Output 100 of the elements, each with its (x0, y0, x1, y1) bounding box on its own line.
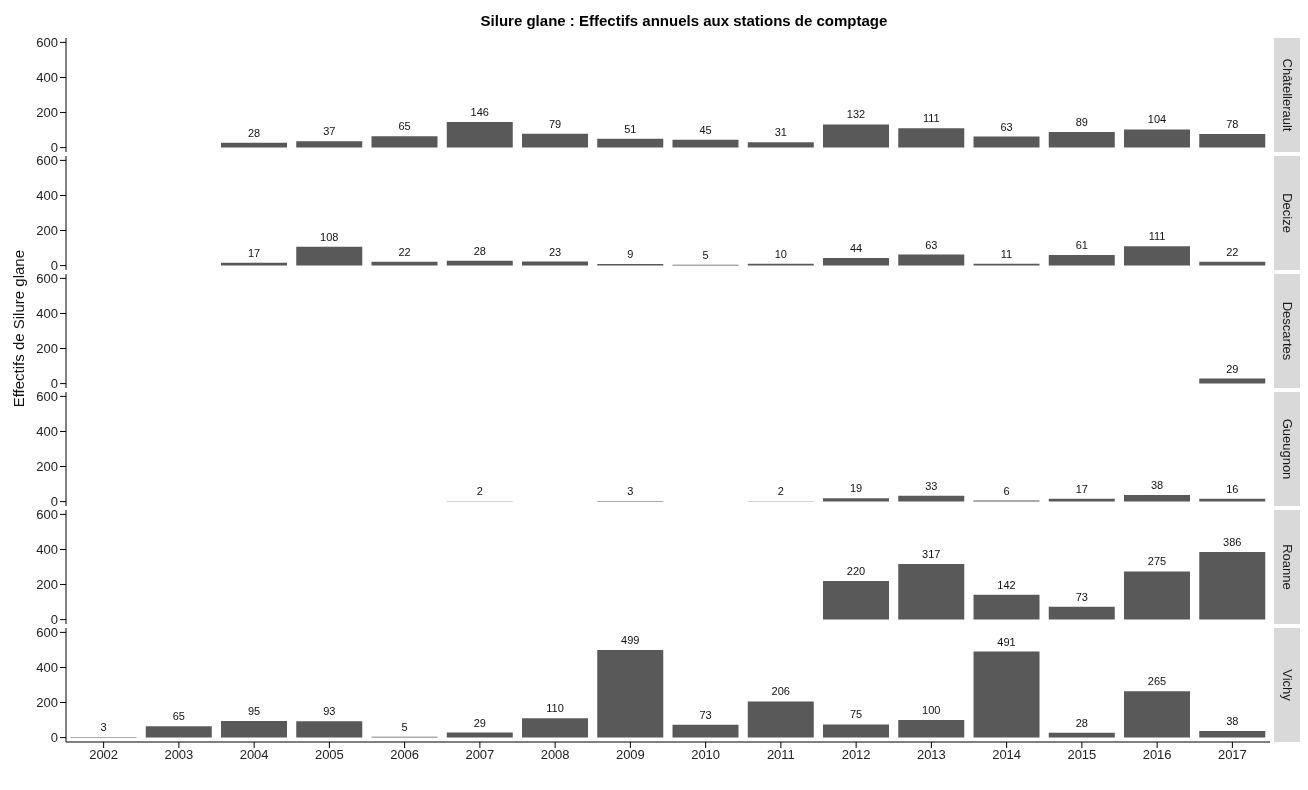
data-label: 2 (476, 485, 483, 498)
data-label: 19 (849, 482, 863, 495)
data-label: 22 (1226, 245, 1239, 258)
x-tick-label: 2016 (1142, 747, 1172, 763)
data-label: 206 (771, 685, 790, 698)
bar (747, 142, 814, 148)
data-label: 28 (473, 244, 486, 257)
bar (296, 141, 363, 148)
y-tick-label: 0 (50, 494, 58, 510)
data-label: 11 (1000, 247, 1013, 260)
data-label: 111 (922, 112, 940, 125)
y-tick-label: 0 (50, 730, 58, 746)
data-label: 265 (1147, 675, 1167, 688)
bar (597, 650, 664, 738)
data-label: 220 (846, 565, 866, 578)
y-tick-label: 200 (36, 341, 58, 357)
text: Roanne (1279, 544, 1295, 590)
data-label: 75 (849, 708, 863, 721)
y-tick-label: 200 (36, 223, 58, 239)
bar (1199, 730, 1266, 738)
data-label: 110 (546, 702, 564, 715)
data-label: 3 (100, 721, 107, 734)
bar (672, 139, 739, 148)
bar (145, 726, 212, 738)
bar (1124, 246, 1191, 266)
text: Châtellerault (1279, 58, 1295, 132)
y-tick-label: 400 (36, 424, 58, 440)
bar (597, 138, 664, 148)
data-label: 38 (1150, 478, 1164, 491)
data-label: 28 (1075, 716, 1088, 729)
x-tick-label: 2006 (390, 747, 420, 763)
bar (823, 257, 890, 266)
data-label: 29 (473, 716, 486, 729)
bar (1048, 732, 1115, 738)
bar (1124, 129, 1191, 148)
data-label: 33 (925, 479, 938, 492)
y-tick-label: 400 (36, 70, 58, 86)
x-tick-label: 2012 (841, 747, 871, 763)
data-label: 6 (1003, 484, 1010, 497)
x-tick-label: 2013 (916, 747, 946, 763)
data-label: 22 (398, 245, 411, 258)
y-tick-label: 600 (36, 625, 58, 640)
data-label: 73 (699, 708, 712, 721)
bar (1199, 133, 1266, 148)
data-label: 386 (1223, 535, 1242, 548)
data-label: 146 (470, 106, 489, 119)
data-label: 100 (922, 704, 941, 717)
y-tick-label: 200 (36, 695, 58, 711)
data-label: 108 (320, 230, 339, 243)
bar (522, 261, 589, 266)
bar (446, 732, 513, 738)
bar (221, 720, 288, 738)
y-tick-label: 0 (50, 376, 58, 392)
bar (1048, 132, 1115, 148)
text: Vichy (1279, 669, 1295, 702)
y-tick-label: 200 (36, 459, 58, 475)
data-label: 499 (621, 634, 640, 647)
y-tick-label: 600 (36, 389, 58, 404)
data-label: 31 (774, 126, 787, 139)
data-label: 78 (1226, 117, 1239, 130)
bar (1199, 261, 1266, 266)
y-tick-label: 600 (36, 153, 58, 168)
x-tick-label: 2010 (691, 747, 721, 763)
y-tick-label: 600 (36, 35, 58, 50)
x-tick-label: 2011 (766, 747, 795, 763)
data-label: 73 (1075, 590, 1088, 603)
x-tick-label: 2017 (1217, 747, 1247, 763)
bar (973, 136, 1040, 148)
bar (446, 122, 513, 148)
bar (823, 724, 890, 738)
data-label: 65 (172, 710, 185, 723)
x-tick-label: 2007 (465, 747, 495, 763)
data-label: 16 (1226, 482, 1239, 495)
bar (446, 260, 513, 266)
data-label: 10 (774, 247, 787, 260)
data-label: 17 (1075, 482, 1088, 495)
y-tick-label: 0 (50, 612, 58, 628)
text: Gueugnon (1279, 418, 1295, 480)
y-tick-label: 400 (36, 188, 58, 204)
bar (672, 724, 739, 738)
x-tick-label: 2004 (239, 747, 269, 763)
y-tick-label: 200 (36, 577, 58, 593)
x-tick-label: 2009 (615, 747, 645, 763)
bar (1048, 254, 1115, 266)
bar (522, 133, 589, 148)
data-label: 132 (846, 108, 866, 121)
data-label: 9 (627, 248, 634, 261)
data-label: 2 (777, 485, 784, 498)
bar (898, 254, 965, 266)
bar (747, 701, 814, 738)
bar (1124, 691, 1191, 738)
bar (371, 136, 438, 148)
bar (898, 720, 965, 738)
data-label: 37 (323, 125, 336, 138)
data-label: 63 (1000, 120, 1013, 133)
bar (1124, 571, 1191, 620)
bar (898, 564, 965, 620)
y-tick-label: 200 (36, 105, 58, 121)
y-tick-label: 400 (36, 660, 58, 676)
data-label: 17 (247, 246, 261, 259)
